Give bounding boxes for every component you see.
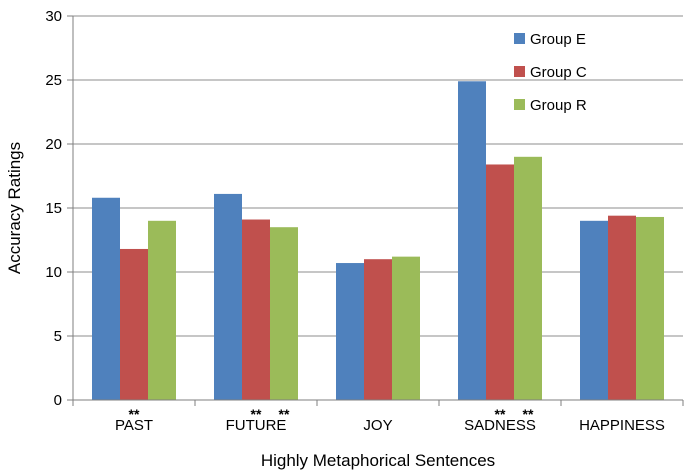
significance-marker: ** [523,406,534,422]
bar-group-r-joy [392,256,420,400]
significance-marker: ** [129,406,140,422]
y-tick-label: 15 [45,200,62,217]
y-tick-label: 30 [45,8,62,25]
bar-group-c-future [242,219,270,400]
bar-group-c-joy [364,259,392,400]
y-axis-title: Accuracy Ratings [5,142,24,274]
axes [67,15,684,406]
legend-label: Group C [530,64,587,81]
bar-group-e-joy [336,263,364,400]
bar-group-e-happiness [580,220,608,400]
bar-group-e-future [214,193,242,400]
y-tick-label: 10 [45,264,62,281]
x-tick-label: PAST [115,417,153,434]
legend-swatch [514,99,525,110]
bars [92,81,664,400]
legend: Group E Group C Group R [514,31,587,114]
legend-swatch [514,33,525,44]
x-tick-label: SADNESS [464,417,536,434]
significance-markers: ** ** ** ** ** [129,406,534,422]
x-tick-labels: PAST FUTURE JOY SADNESS HAPPINESS [115,417,665,434]
y-tick-label: 5 [54,328,62,345]
bar-group-r-future [270,227,298,400]
x-tick-label: JOY [363,417,392,434]
legend-label: Group E [530,31,586,48]
y-tick-label: 0 [54,392,62,409]
legend-label: Group R [530,97,587,114]
bar-group-c-sadness [486,164,514,400]
bar-group-e-sadness [458,81,486,400]
y-tick-label: 25 [45,72,62,89]
bar-group-r-past [148,220,176,400]
significance-marker: ** [279,406,290,422]
y-tick-label: 20 [45,136,62,153]
bar-group-c-happiness [608,215,636,400]
significance-marker: ** [495,406,506,422]
bar-group-e-past [92,197,120,400]
y-tick-labels: 0 5 10 15 20 25 30 [45,8,62,409]
bar-group-r-sadness [514,156,542,400]
x-axis-title: Highly Metaphorical Sentences [261,451,495,470]
significance-marker: ** [251,406,262,422]
legend-swatch [514,66,525,77]
x-tick-label: FUTURE [226,417,287,434]
bar-group-r-happiness [636,216,664,400]
x-tick-label: HAPPINESS [579,417,665,434]
bar-group-c-past [120,248,148,400]
